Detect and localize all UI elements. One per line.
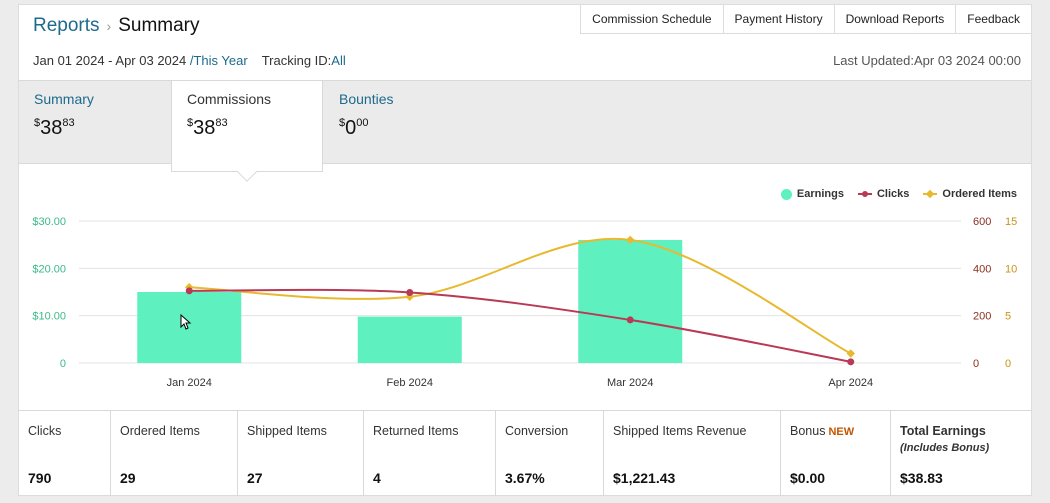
ordered-axis-tick-label: 5 — [1005, 311, 1011, 323]
stat-shipped-items: Shipped Items 27 — [238, 411, 364, 496]
stat-returned-items: Returned Items 4 — [364, 411, 496, 496]
clicks-point — [406, 288, 414, 296]
summary-tab-label: Commissions — [187, 91, 272, 107]
bounties-amount: $000 — [339, 117, 369, 139]
date-preset-link[interactable]: /This Year — [189, 53, 248, 68]
clicks-line-icon — [857, 191, 872, 197]
legend-ordered-items[interactable]: Ordered Items — [923, 188, 1017, 200]
left-tick-label: 0 — [60, 358, 66, 370]
earnings-bar — [137, 292, 242, 363]
summary-tabs: Summary $3883 Commissions $3883 Bounties… — [19, 80, 1031, 182]
summary-amount: $3883 — [34, 117, 75, 139]
clicks-axis-tick-label: 600 — [973, 216, 991, 228]
legend-earnings[interactable]: Earnings — [780, 188, 844, 200]
breadcrumb: Reports › Summary — [33, 15, 200, 37]
tracking-label: Tracking ID: — [261, 53, 332, 68]
date-range: Jan 01 2024 - Apr 03 2024 — [33, 53, 187, 68]
x-tick-label: Feb 2024 — [387, 377, 433, 389]
ordered-axis-tick-label: 10 — [1005, 263, 1017, 275]
clicks-axis-tick-label: 400 — [973, 263, 991, 275]
ordered-items-line-icon — [923, 193, 938, 195]
breadcrumb-reports-link[interactable]: Reports — [33, 15, 100, 36]
tracking-id-link[interactable]: All — [331, 53, 346, 68]
ordered-axis-tick-label: 15 — [1005, 216, 1017, 228]
summary-tab-summary[interactable]: Summary $3883 — [19, 81, 171, 165]
tab-download-reports[interactable]: Download Reports — [833, 5, 956, 34]
x-tick-label: Jan 2024 — [167, 377, 212, 389]
tab-feedback[interactable]: Feedback — [955, 5, 1031, 34]
page-title: Summary — [118, 15, 200, 36]
earnings-chart: 0 $10.00 $20.00 $30.00 0 0 200 5 400 10 600 15 Jan 2… — [32, 216, 1017, 389]
chevron-right-icon: › — [106, 18, 112, 34]
legend-clicks[interactable]: Clicks — [857, 188, 909, 200]
ordered-axis-tick-label: 0 — [1005, 358, 1011, 370]
clicks-point — [185, 287, 193, 295]
clicks-axis-tick-label: 200 — [973, 311, 991, 323]
chart-legend: Earnings Clicks Ordered Items — [767, 188, 1017, 200]
tab-commission-schedule[interactable]: Commission Schedule — [580, 5, 723, 34]
new-badge: NEW — [828, 426, 855, 438]
left-tick-label: $30.00 — [32, 216, 66, 228]
tab-payment-history[interactable]: Payment History — [722, 5, 834, 34]
earnings-dot-icon — [780, 188, 792, 200]
left-tick-label: $10.00 — [32, 311, 66, 323]
summary-tab-bounties[interactable]: Bounties $000 — [324, 81, 476, 165]
summary-tab-label: Summary — [34, 91, 94, 107]
date-filter-row: Jan 01 2024 - Apr 03 2024 /This Year Trac… — [33, 53, 346, 68]
stat-shipped-revenue: Shipped Items Revenue $1,221.43 — [604, 411, 781, 496]
clicks-axis-tick-label: 0 — [973, 358, 979, 370]
mouse-cursor-icon — [180, 314, 192, 330]
reports-panel: Reports › Summary Commission Schedule Pa… — [18, 4, 1032, 496]
top-tabs: Commission Schedule Payment History Down… — [580, 5, 1031, 34]
active-tab-caret — [237, 162, 257, 182]
summary-tab-commissions[interactable]: Commissions $3883 — [171, 81, 323, 182]
ordered-items-point — [846, 349, 855, 358]
last-updated: Last Updated:Apr 03 2024 00:00 — [833, 53, 1021, 68]
stat-clicks: Clicks 790 — [19, 411, 111, 496]
clicks-point — [626, 316, 634, 324]
commissions-amount: $3883 — [187, 117, 228, 139]
x-tick-label: Mar 2024 — [607, 377, 653, 389]
clicks-line — [189, 288, 851, 363]
earnings-bar — [357, 316, 462, 363]
x-tick-label: Apr 2024 — [828, 377, 873, 389]
left-tick-label: $20.00 — [32, 263, 66, 275]
earnings-bar — [578, 239, 683, 363]
summary-tab-label: Bounties — [339, 91, 394, 107]
stats-row: Clicks 790 Ordered Items 29 Shipped Items 2… — [19, 410, 1031, 496]
clicks-point — [847, 358, 855, 366]
stat-conversion: Conversion 3.67% — [496, 411, 604, 496]
stat-ordered-items: Ordered Items 29 — [111, 411, 238, 496]
ordered-items-line — [189, 237, 852, 355]
stat-bonus: Bonus NEW $0.00 — [781, 411, 891, 496]
stat-total-earnings: Total Earnings (Includes Bonus) $38.83 — [900, 424, 990, 486]
